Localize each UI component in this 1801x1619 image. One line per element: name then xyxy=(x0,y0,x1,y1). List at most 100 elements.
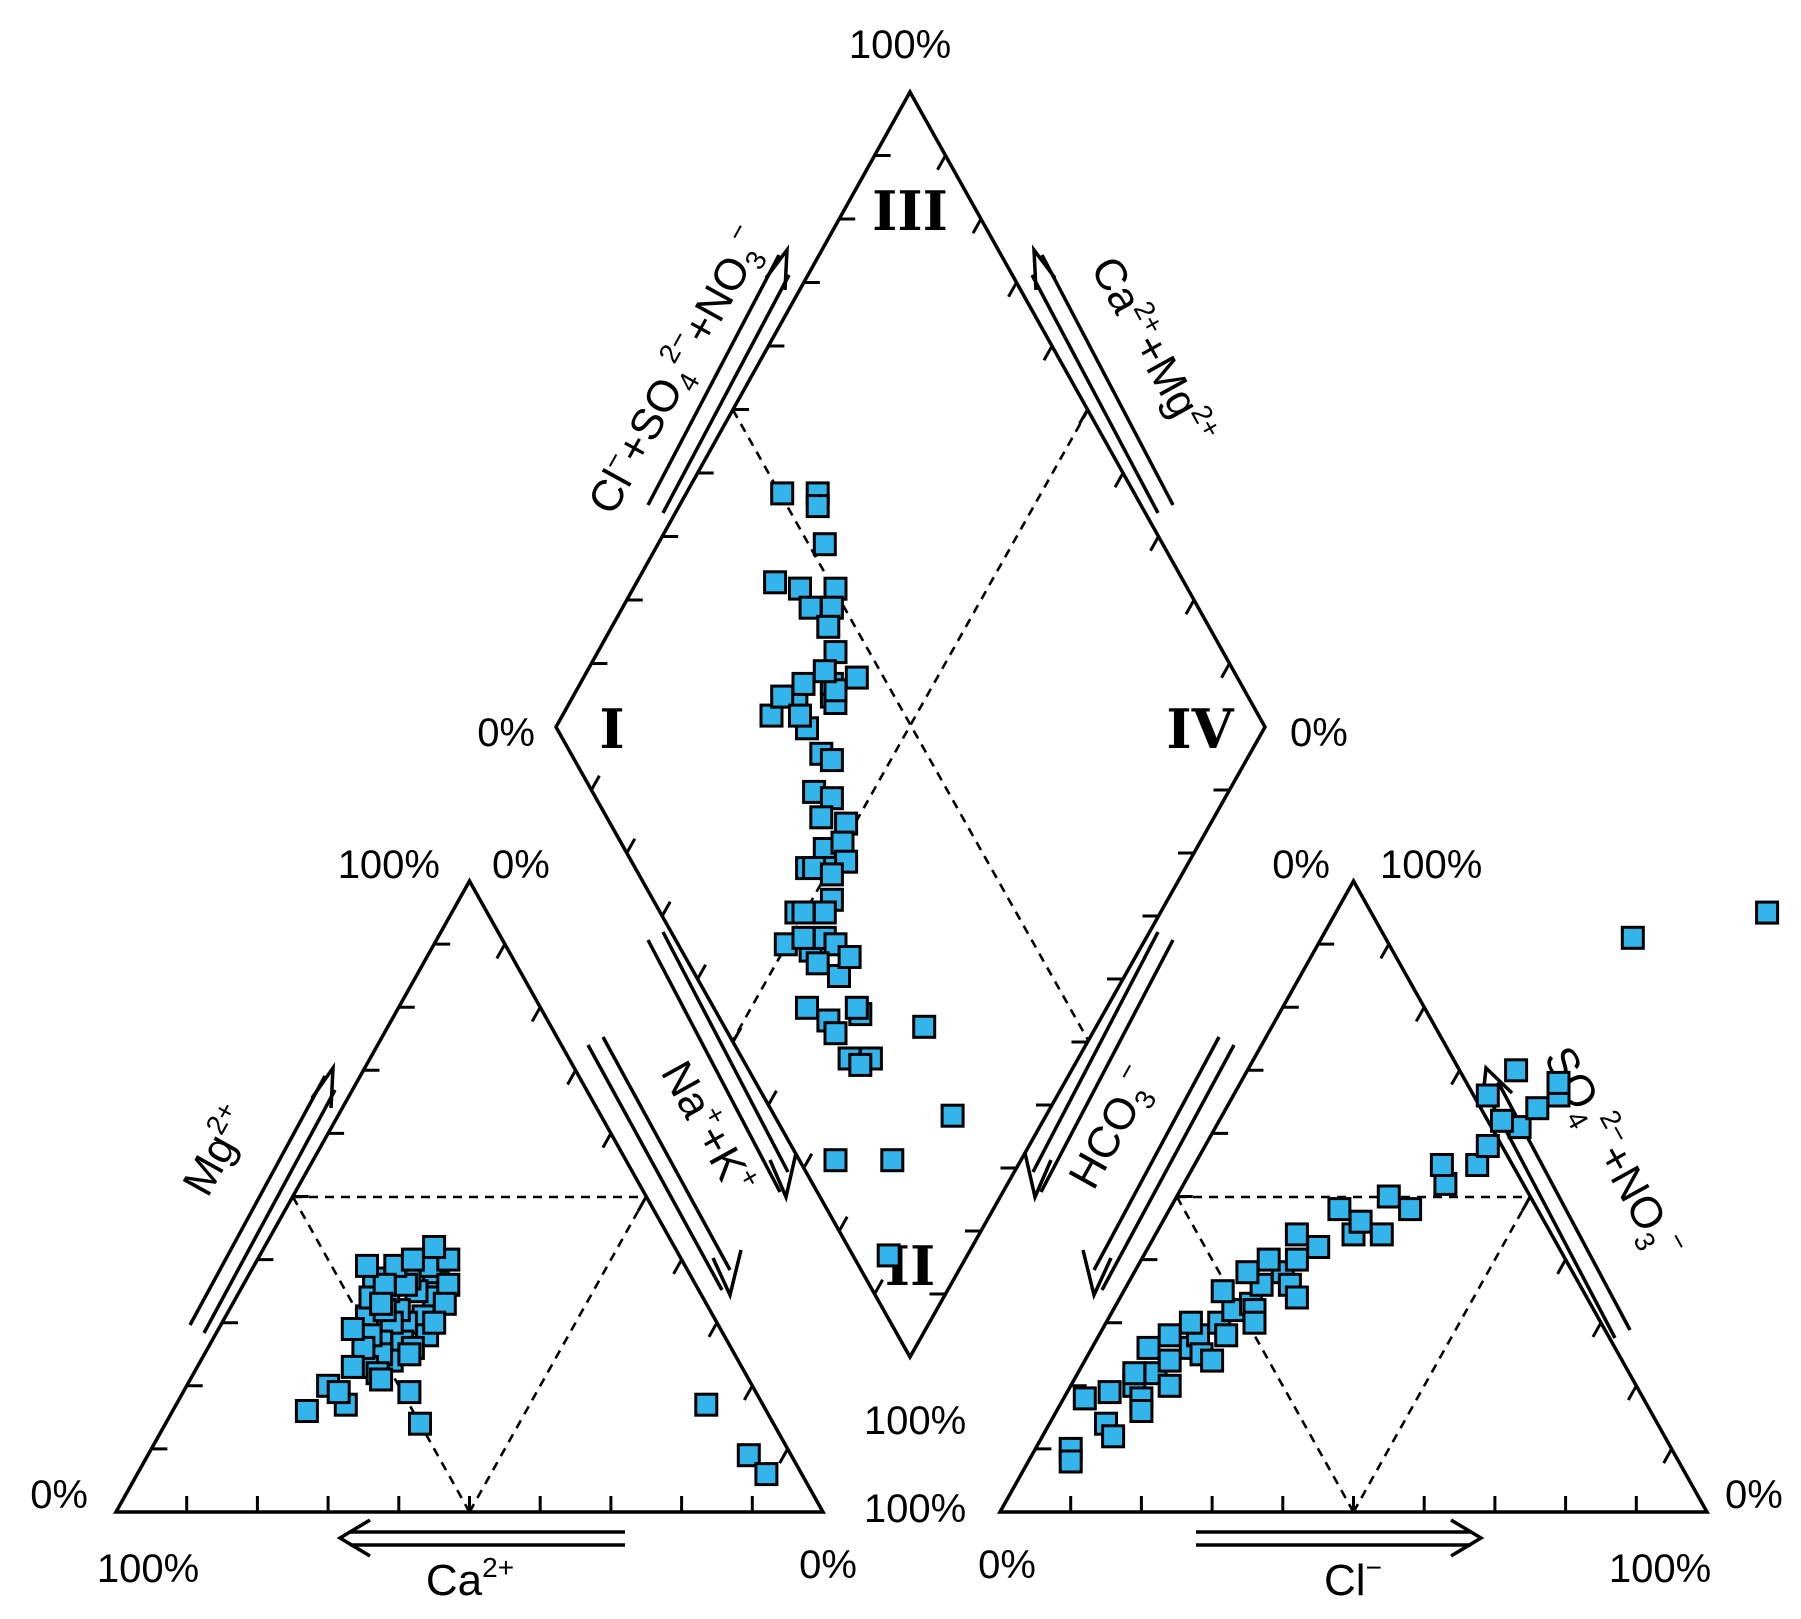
diamond-point xyxy=(770,481,795,506)
diamond-point xyxy=(940,1103,965,1128)
diamond-point xyxy=(876,1243,901,1268)
cation-bottom-right-pct: 0% xyxy=(799,1543,857,1587)
diamond-frame xyxy=(553,88,1268,1361)
anion-point xyxy=(1620,925,1645,950)
diamond-point xyxy=(809,805,834,830)
cation-point xyxy=(397,1380,422,1405)
anion-point xyxy=(1525,1096,1550,1121)
tick-mark xyxy=(778,1448,789,1464)
diamond-left-pct: 0% xyxy=(477,711,535,755)
diamond-bottom-pct-lower: 100% xyxy=(864,1487,966,1531)
diamond-point xyxy=(816,614,841,639)
anion-point xyxy=(1284,1285,1309,1310)
tick-mark xyxy=(1220,662,1231,679)
anion-right-pct: 0% xyxy=(1725,1473,1783,1517)
anion-point xyxy=(1072,1386,1097,1411)
anion-bottom-left-pct: 0% xyxy=(978,1543,1036,1587)
diamond-point xyxy=(819,748,844,773)
anion-point xyxy=(1058,1449,1083,1474)
tick-mark xyxy=(742,1385,754,1401)
tick-mark xyxy=(1556,1258,1567,1275)
anion-points xyxy=(1058,900,1780,1474)
tick-mark xyxy=(707,1321,719,1338)
anion-point xyxy=(1178,1310,1203,1335)
cation-point xyxy=(326,1380,351,1405)
tick-mark xyxy=(1626,1385,1638,1401)
cl-axis-label: Cl− xyxy=(1324,1552,1382,1605)
anion-point xyxy=(1122,1361,1147,1386)
cation-point xyxy=(369,1367,394,1392)
diamond-right-arrow xyxy=(1030,244,1175,514)
tick-mark xyxy=(590,775,601,791)
diamond-left-arrow xyxy=(646,244,791,514)
tick-mark xyxy=(1113,472,1125,488)
mg-axis-label: Mg2+ xyxy=(170,1096,261,1203)
anion-point xyxy=(1256,1247,1281,1272)
tick-mark xyxy=(1379,943,1391,960)
anion-point xyxy=(1504,1058,1529,1083)
diamond-point xyxy=(837,945,862,969)
diamond-point xyxy=(770,684,795,709)
cation-point xyxy=(355,1253,379,1278)
cation-point xyxy=(694,1392,719,1417)
diamond-point xyxy=(763,570,788,595)
diamond-point xyxy=(788,703,812,728)
diamond-right-pct: 0% xyxy=(1290,711,1348,755)
anion-point xyxy=(1284,1222,1309,1247)
anion-point xyxy=(1101,1424,1126,1449)
cation-point xyxy=(422,1310,447,1335)
tick-mark xyxy=(1184,599,1196,615)
tick-mark xyxy=(1450,1069,1461,1086)
diamond-point xyxy=(819,862,844,887)
anion-point xyxy=(1136,1335,1161,1360)
tick-mark xyxy=(1042,345,1054,361)
anion-point xyxy=(1306,1235,1331,1259)
tick-mark xyxy=(625,838,637,854)
so4-no3-axis-label: SO42−+NO3− xyxy=(1529,1036,1696,1271)
cation-point xyxy=(400,1247,425,1272)
diamond-point xyxy=(805,951,830,976)
mg-arrow xyxy=(188,1062,337,1334)
tick-mark xyxy=(601,1132,613,1149)
tick-mark xyxy=(1591,1321,1603,1338)
ca-axis-label: Ca2+ xyxy=(426,1552,514,1605)
diamond-point xyxy=(812,900,837,925)
anion-point xyxy=(1398,1197,1423,1222)
diamond-point xyxy=(844,995,869,1020)
hco3-axis-label: HCO3− xyxy=(1054,1056,1170,1199)
diamond-point xyxy=(812,532,837,557)
cation-point xyxy=(340,1354,365,1379)
cation-point xyxy=(397,1342,422,1367)
zone-label-i: I xyxy=(599,697,624,761)
diamond-point xyxy=(791,925,816,950)
anion-point xyxy=(1157,1373,1182,1398)
diamond-point xyxy=(823,1148,848,1173)
tick-mark xyxy=(566,1069,577,1086)
tick-mark xyxy=(672,1258,683,1275)
anion-point xyxy=(1376,1184,1401,1209)
anion-point xyxy=(1157,1323,1182,1348)
diamond-point xyxy=(795,995,819,1020)
tick-mark xyxy=(660,901,672,917)
diamond-zone-lines xyxy=(731,409,1090,1041)
na-k-arrow xyxy=(586,1036,743,1301)
anion-point xyxy=(1129,1399,1154,1423)
diamond-point xyxy=(844,665,869,690)
anion-point xyxy=(1546,1070,1571,1095)
anion-point xyxy=(1348,1209,1373,1234)
cation-point xyxy=(340,1317,365,1341)
cation-point xyxy=(408,1411,432,1436)
cation-top-right-pct: 0% xyxy=(492,843,550,887)
zone-label-iv: IV xyxy=(1166,697,1234,761)
tick-mark xyxy=(495,943,507,960)
tick-mark xyxy=(802,1153,814,1169)
so4-arrow xyxy=(1480,1064,1632,1339)
tick-mark xyxy=(873,1279,884,1295)
anion-top-left-pct: 0% xyxy=(1272,843,1330,887)
cation-point xyxy=(736,1443,761,1468)
cation-left-pct: 0% xyxy=(30,1473,88,1517)
tick-mark xyxy=(530,1006,542,1023)
cation-point xyxy=(294,1399,319,1423)
diamond-lower-left-arrow xyxy=(646,931,798,1203)
